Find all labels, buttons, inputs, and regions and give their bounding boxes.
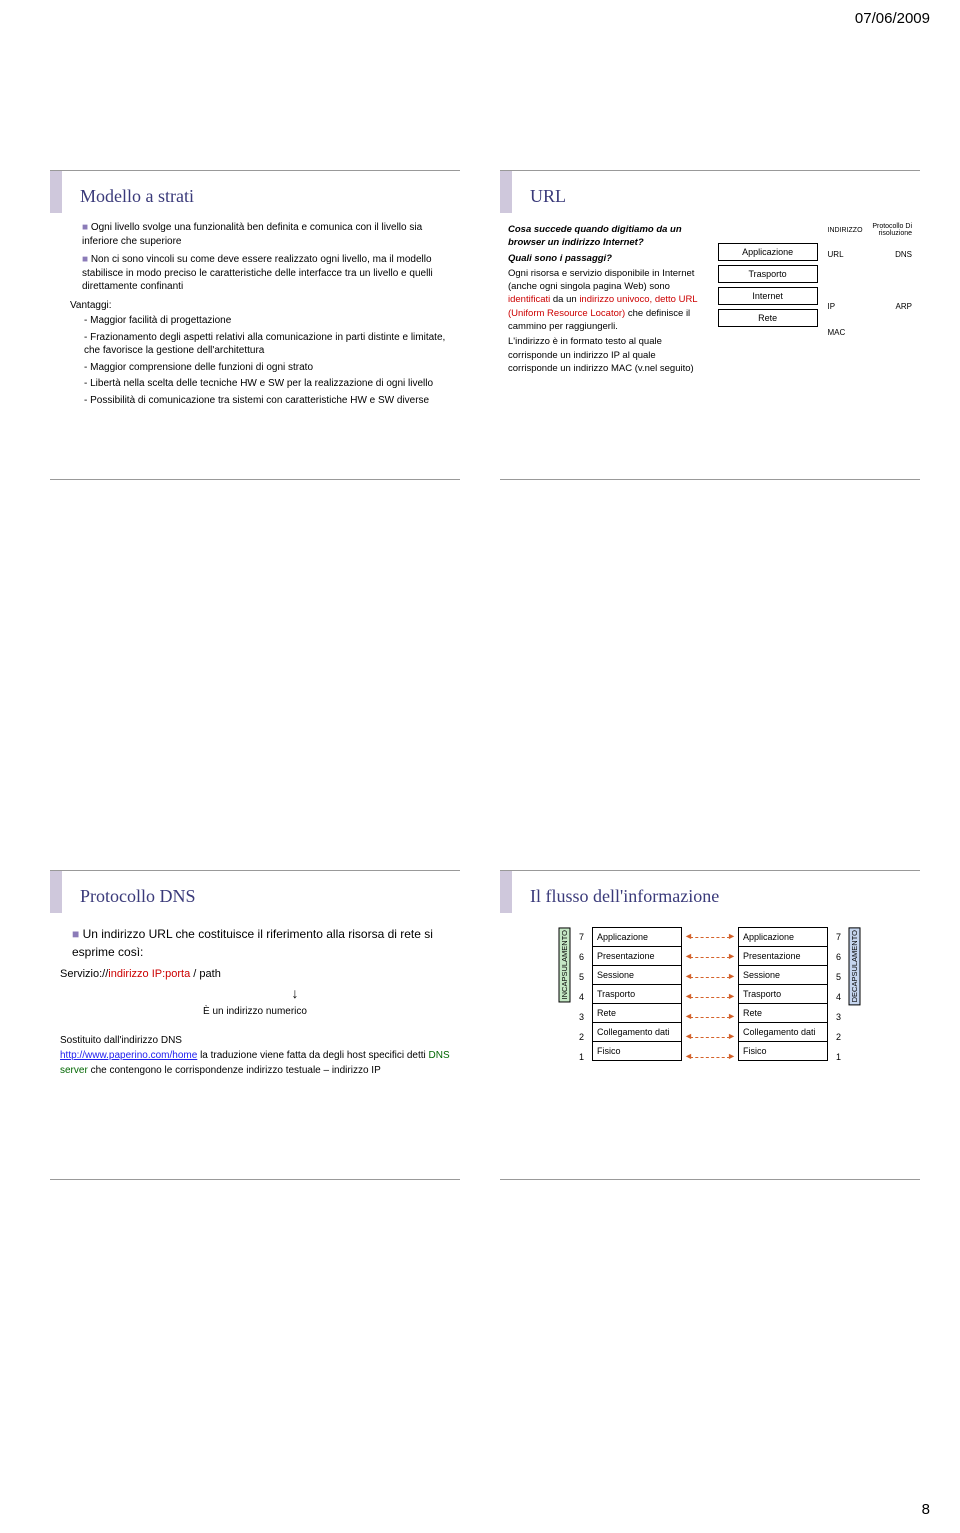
layer-box: Fisico bbox=[592, 1041, 682, 1061]
flow-arrow-icon bbox=[690, 1047, 730, 1067]
num-left: 3 bbox=[579, 1007, 584, 1027]
dec-label: DECAPSULAMENTO bbox=[849, 927, 861, 1005]
num-right: 1 bbox=[836, 1047, 841, 1067]
layer-box: Presentazione bbox=[592, 946, 682, 966]
num-left: 1 bbox=[579, 1047, 584, 1067]
flow-arrow-icon bbox=[690, 987, 730, 1007]
inc-label: INCAPSULAMENTO bbox=[559, 927, 571, 1002]
num-left: 2 bbox=[579, 1027, 584, 1047]
page-number: 8 bbox=[922, 1501, 930, 1518]
layer-box: Rete bbox=[592, 1003, 682, 1023]
flow-arrow-icon bbox=[690, 967, 730, 987]
dns-bullet: Un indirizzo URL che costituisce il rife… bbox=[72, 925, 450, 961]
num-right: 2 bbox=[836, 1027, 841, 1047]
url-text: Cosa succede quando digitiamo da un brow… bbox=[508, 223, 708, 377]
slide4-title: Il flusso dell'informazione bbox=[500, 871, 920, 913]
flow-arrow-icon bbox=[690, 1027, 730, 1047]
layer-box: Applicazione bbox=[738, 927, 828, 947]
layer-box: Sessione bbox=[738, 965, 828, 985]
slide1-title: Modello a strati bbox=[50, 171, 460, 213]
num-right: 5 bbox=[836, 967, 841, 987]
num-right: 7 bbox=[836, 927, 841, 947]
layer-box: Trasporto bbox=[592, 984, 682, 1004]
layer-box: Presentazione bbox=[738, 946, 828, 966]
v2: Frazionamento degli aspetti relativi all… bbox=[84, 331, 450, 358]
s1-b1: Ogni livello svolge una funzionalità ben… bbox=[82, 221, 450, 248]
s1-b2: Non ci sono vincoli su come deve essere … bbox=[82, 253, 450, 294]
flow-arrow-icon bbox=[690, 947, 730, 967]
down-arrow-icon: ↓ bbox=[140, 983, 450, 1004]
slide-dns: Protocollo DNS Un indirizzo URL che cost… bbox=[50, 870, 460, 1180]
v1: Maggior facilità di progettazione bbox=[84, 314, 450, 328]
sost-label: Sostituito dall'indirizzo DNS bbox=[60, 1033, 450, 1048]
layer-box: Fisico bbox=[738, 1041, 828, 1061]
num-left: 5 bbox=[579, 967, 584, 987]
header-date: 07/06/2009 bbox=[855, 10, 930, 27]
url-layers: Applicazione Trasporto Internet Rete bbox=[718, 243, 818, 377]
num-left: 6 bbox=[579, 947, 584, 967]
layer-box: Trasporto bbox=[738, 984, 828, 1004]
slide3-title: Protocollo DNS bbox=[50, 871, 460, 913]
flow-arrow-icon bbox=[690, 927, 730, 947]
note: È un indirizzo numerico bbox=[60, 1004, 450, 1019]
v5: Possibilità di comunicazione tra sistemi… bbox=[84, 394, 450, 408]
slide-url: URL Cosa succede quando digitiamo da un … bbox=[500, 170, 920, 480]
layer-box: Collegamento dati bbox=[738, 1022, 828, 1042]
flow-arrow-icon bbox=[690, 1007, 730, 1027]
example-url-link[interactable]: http://www.paperino.com/home bbox=[60, 1050, 197, 1061]
slide-modello: Modello a strati Ogni livello svolge una… bbox=[50, 170, 460, 480]
layer-box: Collegamento dati bbox=[592, 1022, 682, 1042]
num-right: 6 bbox=[836, 947, 841, 967]
vantaggi-label: Vantaggi: bbox=[70, 299, 450, 313]
v4: Libertà nella scelta delle tecniche HW e… bbox=[84, 377, 450, 391]
v3: Maggior comprensione delle funzioni di o… bbox=[84, 361, 450, 375]
flow-diagram: INCAPSULAMENTO 7654321 ApplicazionePrese… bbox=[500, 913, 920, 1081]
layer-box: Applicazione bbox=[592, 927, 682, 947]
url-side: INDIRIZZO Protocollo Di risoluzione URLD… bbox=[828, 221, 912, 377]
num-right: 4 bbox=[836, 987, 841, 1007]
num-right: 3 bbox=[836, 1007, 841, 1027]
slide-flow: Il flusso dell'informazione INCAPSULAMEN… bbox=[500, 870, 920, 1180]
layer-box: Rete bbox=[738, 1003, 828, 1023]
slide2-title: URL bbox=[500, 171, 920, 213]
num-left: 4 bbox=[579, 987, 584, 1007]
num-left: 7 bbox=[579, 927, 584, 947]
layer-box: Sessione bbox=[592, 965, 682, 985]
